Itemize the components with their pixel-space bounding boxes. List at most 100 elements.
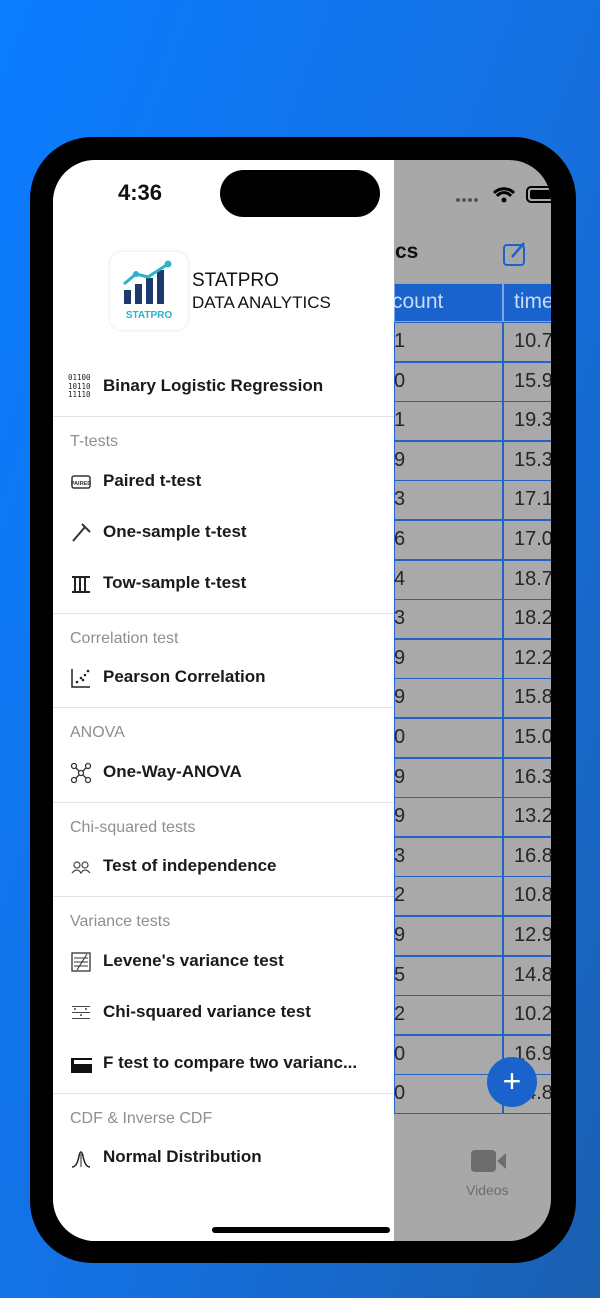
table-cell — [394, 480, 503, 521]
menu-item[interactable]: Paired t-test — [103, 470, 202, 490]
background-app: cs count time 1 10.7 0 15.9 1 19.3 9 15.3 3 17.1 6 17… — [53, 160, 551, 1241]
cell-text: 9 — [394, 448, 406, 471]
logo-text: STATPRO — [125, 310, 173, 321]
menu-icon — [71, 474, 91, 489]
cell-text: 12.9 — [514, 924, 551, 946]
table-cell — [503, 480, 551, 521]
cell-text: 16.3 — [514, 765, 551, 788]
cell-text: 13.2 — [514, 805, 551, 828]
table-cell — [394, 322, 503, 362]
cell-text: 17.0 — [514, 528, 551, 550]
menu-item[interactable]: Binary Logistic Regression — [103, 376, 324, 395]
menu-item[interactable]: Chi-squared variance test — [103, 1001, 311, 1021]
cell-text: 0 — [394, 1082, 406, 1105]
menu-icon — [71, 861, 91, 875]
table-cell — [503, 757, 551, 798]
cell-text: 2 — [394, 1003, 406, 1026]
table-cell — [503, 401, 551, 442]
menu-icon — [71, 1151, 91, 1168]
table-cell — [503, 916, 551, 956]
menu-icon — [72, 1005, 90, 1019]
menu-icon — [70, 762, 92, 783]
cell-text: 4 — [394, 567, 406, 590]
dynamic-island — [220, 170, 380, 217]
section-header: ANOVA — [70, 724, 125, 741]
table-cell — [503, 718, 551, 758]
cell-text: 3 — [394, 488, 406, 511]
table-cell — [394, 401, 503, 442]
table-cell — [503, 638, 551, 679]
section-header: T-tests — [70, 433, 119, 450]
cell-text: 12.2 — [514, 646, 551, 669]
table-cell — [394, 599, 503, 640]
app-name: STATPRO — [192, 270, 279, 291]
separator — [53, 801, 394, 803]
separator — [53, 416, 394, 417]
cell-text: 17.1 — [514, 488, 551, 511]
cell-text: 15.3 — [514, 448, 551, 471]
side-drawer: 4:36 STATPRO STATPRO DATA ANALYTICS 0110… — [53, 160, 394, 1241]
app-logo: STATPRO — [110, 252, 188, 330]
menu-icon — [71, 669, 90, 688]
table-header-cell — [503, 283, 551, 322]
videos-icon — [471, 1150, 506, 1172]
table-cell — [503, 876, 551, 917]
table-cell — [503, 440, 551, 481]
table-cell — [394, 638, 503, 679]
table-cell — [503, 678, 551, 719]
home-indicator — [212, 1227, 390, 1233]
cell-text: 2 — [394, 884, 406, 907]
cell-text: 15.9 — [514, 369, 551, 392]
cell-text: 5 — [394, 963, 406, 986]
cell-text: 0 — [394, 369, 406, 392]
menu-item[interactable]: Normal Distribution — [103, 1147, 262, 1166]
table-cell — [394, 678, 503, 719]
cell-text: 10.7 — [514, 330, 551, 352]
table-cell — [394, 559, 503, 600]
menu-item[interactable]: Pearson Correlation — [103, 667, 266, 686]
menu-item[interactable]: One-Way-ANOVA — [103, 761, 242, 781]
cell-text: 1 — [394, 330, 406, 352]
table-cell — [394, 1074, 503, 1115]
menu-item[interactable]: F test to compare two varianc... — [103, 1052, 358, 1072]
menu-item[interactable]: Tow-sample t-test — [103, 572, 247, 592]
icon-text: 11110 — [68, 390, 91, 399]
menu-item[interactable]: One-sample t-test — [103, 521, 247, 541]
logo-graphic — [123, 260, 172, 304]
table-cell — [394, 916, 503, 956]
menu-icon — [71, 1057, 92, 1073]
status-time: 4:36 — [118, 180, 163, 205]
table-cell — [394, 836, 503, 877]
cell-text: 0 — [394, 1042, 406, 1065]
cell-text: 1 — [394, 409, 406, 432]
screen-title: cs — [395, 240, 419, 263]
table-cell — [503, 361, 551, 402]
app-subtitle: DATA ANALYTICS — [192, 293, 331, 312]
separator — [53, 612, 394, 614]
separator — [53, 896, 394, 897]
table-cell — [503, 599, 551, 640]
section-header: Chi-squared tests — [70, 818, 196, 836]
menu-item[interactable]: Test of independence — [103, 856, 277, 875]
screen: cs count time 1 10.7 0 15.9 1 19.3 9 15.3 3 17.1 6 17… — [53, 160, 551, 1241]
table-cell — [503, 520, 551, 560]
separator — [53, 707, 394, 708]
cell-text: 3 — [394, 844, 406, 867]
table-cell — [394, 361, 503, 402]
icon-text: 10110 — [68, 381, 91, 391]
table-cell — [503, 559, 551, 600]
table-header: count — [392, 290, 444, 313]
status-icons — [456, 186, 551, 203]
separator — [53, 1092, 394, 1094]
section-header: Variance tests — [70, 913, 171, 930]
menu-item[interactable]: Levene's variance test — [103, 950, 284, 970]
add-button[interactable]: + — [487, 1057, 537, 1107]
tab-label[interactable]: Videos — [466, 1182, 509, 1198]
cell-text: 18.7 — [514, 567, 551, 590]
edit-button[interactable] — [502, 240, 528, 268]
table-cell — [394, 995, 503, 1036]
cell-text: 16.8 — [514, 844, 551, 867]
cell-text: 15.8 — [514, 686, 551, 709]
table-cell — [503, 797, 551, 838]
